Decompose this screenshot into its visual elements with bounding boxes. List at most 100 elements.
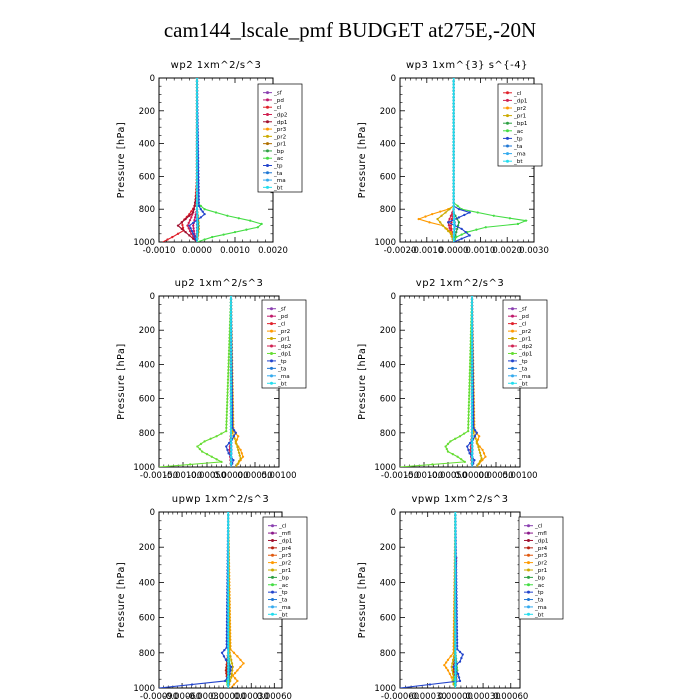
series-marker xyxy=(220,432,223,435)
series-marker xyxy=(449,232,453,235)
legend-marker xyxy=(506,91,509,95)
series-marker xyxy=(470,415,474,419)
series-marker xyxy=(197,195,200,198)
panel-3: up2 1xm^2/s^3 Pressure [hPa] 0 200 400 600 800… xyxy=(116,278,307,481)
series-marker xyxy=(227,632,230,635)
series-marker xyxy=(469,355,472,359)
series-marker xyxy=(242,662,245,665)
legend-label: _pr3 xyxy=(278,553,292,559)
series-marker xyxy=(193,235,196,238)
series-marker xyxy=(454,552,457,555)
series-marker xyxy=(214,211,218,214)
series-marker xyxy=(454,514,457,517)
series-marker xyxy=(470,296,474,298)
series-marker xyxy=(470,387,474,390)
legend-marker xyxy=(266,149,269,153)
series-marker xyxy=(197,198,200,201)
series-marker xyxy=(230,662,234,665)
series-marker xyxy=(195,160,199,163)
series-marker xyxy=(447,224,451,227)
series-marker xyxy=(192,221,195,225)
series-marker xyxy=(452,179,455,182)
series-marker xyxy=(452,150,455,153)
series-marker xyxy=(232,435,236,438)
series-marker xyxy=(199,442,203,446)
series-marker xyxy=(193,216,197,219)
panel-title: up2 1xm^2/s^3 xyxy=(175,278,264,289)
series-marker xyxy=(468,384,471,388)
legend-box xyxy=(261,299,307,389)
series-marker xyxy=(454,539,457,542)
series-marker xyxy=(460,227,463,231)
series-marker xyxy=(227,368,230,372)
series-marker xyxy=(454,629,457,632)
series-marker xyxy=(227,359,230,362)
series-marker xyxy=(195,150,199,153)
series-marker xyxy=(470,364,474,368)
series-marker xyxy=(452,156,455,160)
series-marker xyxy=(192,208,195,211)
series-marker xyxy=(227,539,230,542)
series-marker xyxy=(428,683,432,686)
legend-marker xyxy=(271,583,274,587)
series-marker xyxy=(452,78,455,80)
series-marker xyxy=(229,428,233,431)
series-marker xyxy=(227,520,230,523)
series-marker xyxy=(456,644,459,648)
series-marker xyxy=(227,683,230,687)
series-marker xyxy=(195,108,199,112)
series-marker xyxy=(227,530,230,533)
series-marker xyxy=(227,372,230,375)
series-marker xyxy=(229,326,233,329)
series-marker xyxy=(484,455,487,458)
series-marker xyxy=(195,179,199,182)
series-marker xyxy=(431,212,434,216)
series-marker xyxy=(237,448,240,452)
legend-marker xyxy=(511,344,514,348)
series-marker xyxy=(227,651,230,654)
series-marker xyxy=(225,672,228,675)
series-marker xyxy=(454,542,457,546)
series-marker xyxy=(470,323,474,326)
x-tick-label: 0.0030 xyxy=(519,246,549,256)
series-marker xyxy=(209,437,212,440)
series-marker xyxy=(470,399,474,403)
series-marker xyxy=(460,237,463,240)
legend-marker xyxy=(270,381,273,385)
series-marker xyxy=(454,546,457,549)
series-marker xyxy=(470,422,474,425)
series-marker xyxy=(452,137,455,140)
legend-marker xyxy=(511,322,514,326)
series-marker xyxy=(227,452,230,455)
series-marker xyxy=(467,407,470,410)
series-marker xyxy=(468,375,471,378)
series-marker xyxy=(239,448,242,452)
series-marker xyxy=(232,429,236,432)
series-marker xyxy=(470,459,474,462)
series-marker xyxy=(456,224,460,227)
series-marker xyxy=(445,666,448,669)
series-marker xyxy=(458,660,462,663)
series-marker xyxy=(470,307,474,310)
series-marker xyxy=(457,208,461,211)
series-marker xyxy=(192,229,196,233)
legend-marker xyxy=(271,568,274,572)
legend-label: _tp xyxy=(513,136,523,142)
series-marker xyxy=(226,391,229,394)
series-marker xyxy=(227,536,230,539)
series-marker xyxy=(195,89,199,92)
series-marker xyxy=(225,407,229,410)
series-marker xyxy=(187,227,190,230)
series-marker xyxy=(225,417,228,420)
series-marker xyxy=(452,163,455,166)
legend-box xyxy=(257,83,303,193)
series-marker xyxy=(227,365,230,368)
series-marker xyxy=(229,371,233,374)
series-marker xyxy=(195,156,199,160)
series-marker xyxy=(193,218,196,222)
series-marker xyxy=(446,658,450,661)
series-marker xyxy=(446,450,450,453)
series-marker xyxy=(454,600,457,603)
series-marker xyxy=(229,339,233,342)
series-marker xyxy=(443,663,446,667)
